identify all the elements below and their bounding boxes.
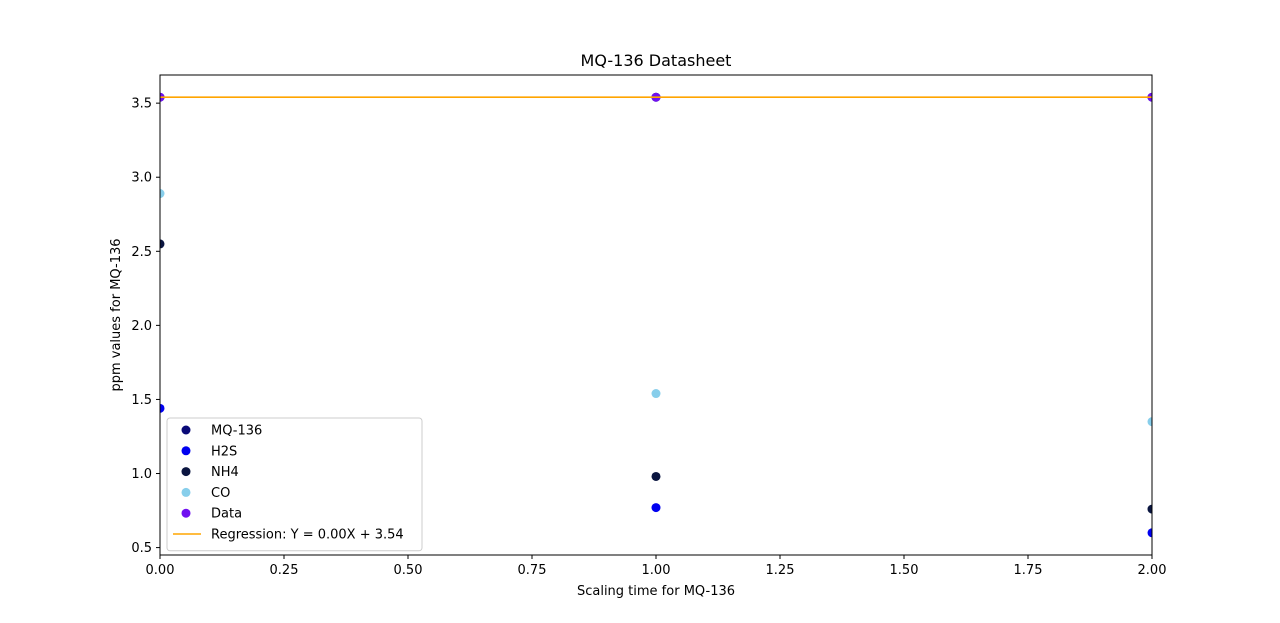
legend-entry: Data — [211, 507, 242, 522]
legend-box — [166, 417, 423, 552]
x-tick-label: 0.00 — [146, 563, 175, 578]
point-nh4 — [160, 239, 165, 249]
y-tick-label: 3.5 — [131, 97, 152, 112]
point-h2s — [160, 403, 165, 413]
x-tick-label: 1.00 — [642, 563, 671, 578]
legend-entry: CO — [211, 486, 230, 501]
legend-entry: H2S — [211, 444, 237, 459]
chart-title: MQ-136 Datasheet — [581, 51, 732, 70]
plot-marks — [160, 92, 1152, 538]
y-tick-label: 2.0 — [131, 319, 152, 334]
y-axis-label: ppm values for MQ-136 — [109, 238, 124, 391]
y-tick-label: 0.5 — [131, 541, 152, 556]
x-tick-label: 1.50 — [890, 563, 919, 578]
x-tick-label: 0.75 — [518, 563, 547, 578]
legend-entry: NH4 — [211, 465, 239, 480]
x-tick-label: 0.25 — [270, 563, 299, 578]
point-h2s — [651, 503, 661, 513]
legend: MQ-136 H2S NH4 CO Data Regression: Y = 0.00X … — [166, 417, 423, 552]
legend-marker — [181, 467, 191, 477]
point-co — [160, 189, 165, 199]
legend-entry: Regression: Y = 0.00X + 3.54 — [211, 528, 404, 543]
x-tick-label: 1.75 — [1014, 563, 1043, 578]
x-tick-label: 0.50 — [394, 563, 423, 578]
legend-marker — [181, 425, 191, 435]
x-tick-label: 1.25 — [766, 563, 795, 578]
legend-marker — [181, 487, 191, 497]
x-axis-label: Scaling time for MQ-136 — [577, 584, 735, 599]
point-nh4 — [1147, 504, 1152, 514]
x-axis: 0.00 0.25 0.50 0.75 1.00 1.25 1.50 1.75 2.00 — [146, 555, 1167, 578]
point-h2s — [1147, 528, 1152, 538]
y-tick-label: 2.5 — [131, 245, 152, 260]
legend-entry: MQ-136 — [211, 424, 262, 439]
point-nh4 — [651, 471, 661, 481]
y-tick-label: 1.5 — [131, 393, 152, 408]
legend-marker — [181, 446, 191, 456]
y-tick-label: 1.0 — [131, 467, 152, 482]
point-co — [1147, 417, 1152, 427]
point-co — [651, 389, 661, 399]
x-tick-label: 2.00 — [1138, 563, 1167, 578]
y-tick-label: 3.0 — [131, 171, 152, 186]
legend-marker — [181, 508, 191, 518]
y-axis: 0.5 1.0 1.5 2.0 2.5 3.0 3.5 — [131, 97, 160, 556]
